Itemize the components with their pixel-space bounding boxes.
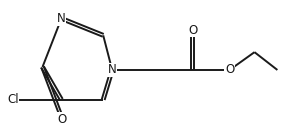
Text: N: N (57, 12, 66, 25)
Text: O: O (58, 113, 67, 126)
Text: Cl: Cl (7, 93, 19, 106)
Text: O: O (188, 24, 197, 37)
Text: N: N (108, 63, 117, 76)
Text: O: O (225, 63, 234, 76)
